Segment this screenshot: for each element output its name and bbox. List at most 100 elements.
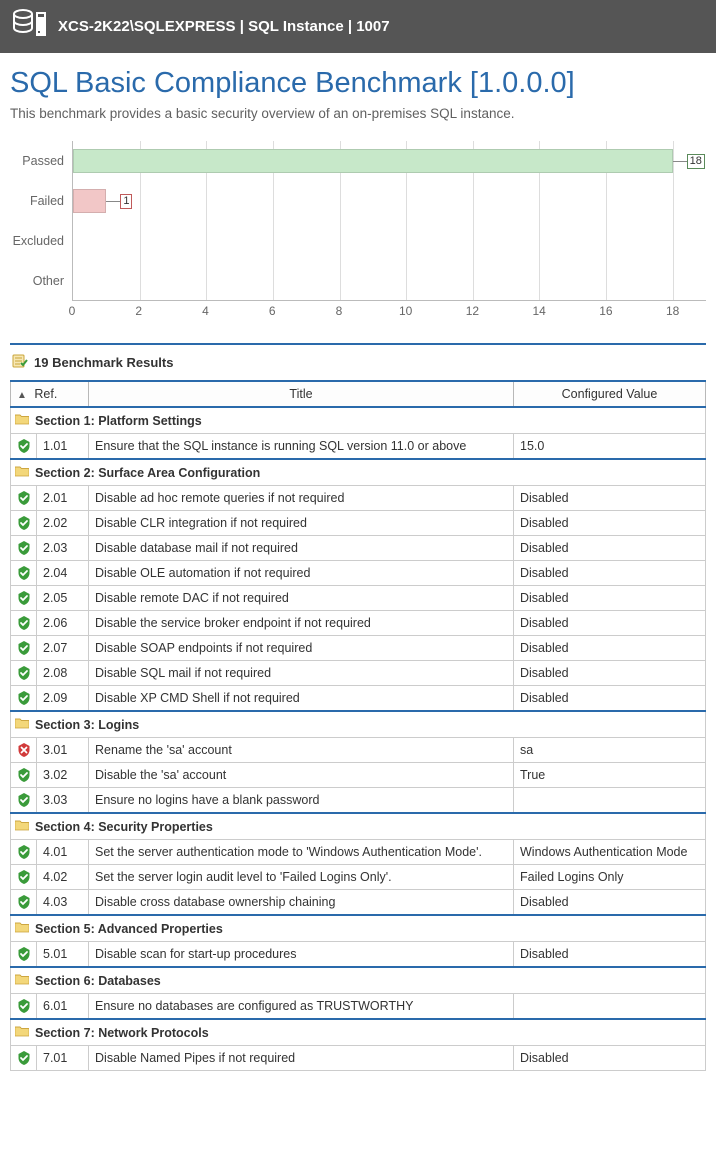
section-header-row[interactable]: Section 2: Surface Area Configuration bbox=[11, 459, 706, 486]
cell-configured-value: Disabled bbox=[514, 942, 706, 968]
column-header-value[interactable]: Configured Value bbox=[514, 381, 706, 407]
section-label: Section 1: Platform Settings bbox=[35, 414, 202, 428]
table-row[interactable]: 4.03Disable cross database ownership cha… bbox=[11, 890, 706, 916]
results-divider bbox=[10, 343, 706, 345]
cell-ref: 2.06 bbox=[37, 611, 89, 636]
section-header-row[interactable]: Section 7: Network Protocols bbox=[11, 1019, 706, 1046]
status-pass-icon bbox=[11, 561, 37, 586]
status-pass-icon bbox=[11, 788, 37, 814]
table-row[interactable]: 4.02Set the server login audit level to … bbox=[11, 865, 706, 890]
cell-title: Rename the 'sa' account bbox=[89, 738, 514, 763]
column-header-ref[interactable]: ▲ Ref. bbox=[11, 381, 89, 407]
cell-ref: 2.03 bbox=[37, 536, 89, 561]
cell-ref: 4.02 bbox=[37, 865, 89, 890]
cell-configured-value: Disabled bbox=[514, 890, 706, 916]
cell-title: Disable database mail if not required bbox=[89, 536, 514, 561]
table-row[interactable]: 2.05Disable remote DAC if not requiredDi… bbox=[11, 586, 706, 611]
section-header-row[interactable]: Section 5: Advanced Properties bbox=[11, 915, 706, 942]
table-row[interactable]: 3.01Rename the 'sa' accountsa bbox=[11, 738, 706, 763]
table-row[interactable]: 2.06Disable the service broker endpoint … bbox=[11, 611, 706, 636]
folder-icon bbox=[15, 413, 29, 428]
table-row[interactable]: 2.03Disable database mail if not require… bbox=[11, 536, 706, 561]
table-row[interactable]: 4.01Set the server authentication mode t… bbox=[11, 840, 706, 865]
cell-title: Disable cross database ownership chainin… bbox=[89, 890, 514, 916]
cell-title: Set the server login audit level to 'Fai… bbox=[89, 865, 514, 890]
sort-ascending-icon: ▲ bbox=[17, 390, 27, 401]
section-header-row[interactable]: Section 3: Logins bbox=[11, 711, 706, 738]
section-label: Section 2: Surface Area Configuration bbox=[35, 466, 260, 480]
cell-ref: 2.07 bbox=[37, 636, 89, 661]
status-pass-icon bbox=[11, 511, 37, 536]
cell-configured-value: Disabled bbox=[514, 536, 706, 561]
cell-title: Disable Named Pipes if not required bbox=[89, 1046, 514, 1071]
table-row[interactable]: 2.08Disable SQL mail if not requiredDisa… bbox=[11, 661, 706, 686]
column-header-title[interactable]: Title bbox=[89, 381, 514, 407]
cell-title: Ensure that the SQL instance is running … bbox=[89, 434, 514, 460]
cell-configured-value: Failed Logins Only bbox=[514, 865, 706, 890]
status-pass-icon bbox=[11, 686, 37, 712]
cell-ref: 1.01 bbox=[37, 434, 89, 460]
status-pass-icon bbox=[11, 890, 37, 916]
section-header-row[interactable]: Section 4: Security Properties bbox=[11, 813, 706, 840]
cell-title: Disable SQL mail if not required bbox=[89, 661, 514, 686]
section-label: Section 3: Logins bbox=[35, 718, 139, 732]
table-row[interactable]: 3.02Disable the 'sa' accountTrue bbox=[11, 763, 706, 788]
cell-ref: 2.05 bbox=[37, 586, 89, 611]
page-title: SQL Basic Compliance Benchmark [1.0.0.0] bbox=[10, 67, 706, 100]
cell-configured-value: Disabled bbox=[514, 486, 706, 511]
chart-category-label: Excluded bbox=[10, 221, 64, 261]
cell-title: Disable OLE automation if not required bbox=[89, 561, 514, 586]
table-row[interactable]: 2.02Disable CLR integration if not requi… bbox=[11, 511, 706, 536]
table-row[interactable]: 2.09Disable XP CMD Shell if not required… bbox=[11, 686, 706, 712]
cell-title: Disable SOAP endpoints if not required bbox=[89, 636, 514, 661]
cell-configured-value: Disabled bbox=[514, 1046, 706, 1071]
section-header-row[interactable]: Section 6: Databases bbox=[11, 967, 706, 994]
cell-title: Ensure no databases are configured as TR… bbox=[89, 994, 514, 1020]
folder-icon bbox=[15, 1025, 29, 1040]
cell-ref: 2.01 bbox=[37, 486, 89, 511]
status-pass-icon bbox=[11, 865, 37, 890]
table-row[interactable]: 2.01Disable ad hoc remote queries if not… bbox=[11, 486, 706, 511]
cell-configured-value bbox=[514, 788, 706, 814]
cell-configured-value: Disabled bbox=[514, 511, 706, 536]
chart-x-tick: 18 bbox=[666, 304, 679, 318]
table-row[interactable]: 2.04Disable OLE automation if not requir… bbox=[11, 561, 706, 586]
cell-configured-value: True bbox=[514, 763, 706, 788]
table-row[interactable]: 5.01Disable scan for start-up procedures… bbox=[11, 942, 706, 968]
chart-value-label: 1 bbox=[120, 194, 132, 209]
table-row[interactable]: 1.01Ensure that the SQL instance is runn… bbox=[11, 434, 706, 460]
cell-title: Disable scan for start-up procedures bbox=[89, 942, 514, 968]
cell-configured-value: Disabled bbox=[514, 586, 706, 611]
results-header: 19 Benchmark Results bbox=[10, 349, 706, 380]
section-label: Section 7: Network Protocols bbox=[35, 1026, 209, 1040]
status-pass-icon bbox=[11, 636, 37, 661]
cell-ref: 3.03 bbox=[37, 788, 89, 814]
page-header: XCS-2K22\SQLEXPRESS | SQL Instance | 100… bbox=[0, 0, 716, 53]
cell-configured-value: Disabled bbox=[514, 636, 706, 661]
table-row[interactable]: 7.01Disable Named Pipes if not requiredD… bbox=[11, 1046, 706, 1071]
table-header-row: ▲ Ref. Title Configured Value bbox=[11, 381, 706, 407]
cell-ref: 3.01 bbox=[37, 738, 89, 763]
table-row[interactable]: 3.03Ensure no logins have a blank passwo… bbox=[11, 788, 706, 814]
cell-ref: 3.02 bbox=[37, 763, 89, 788]
status-pass-icon bbox=[11, 942, 37, 968]
summary-chart: PassedFailedExcludedOther 181 0246810121… bbox=[10, 141, 706, 321]
status-pass-icon bbox=[11, 586, 37, 611]
chart-x-tick: 8 bbox=[336, 304, 343, 318]
table-row[interactable]: 6.01Ensure no databases are configured a… bbox=[11, 994, 706, 1020]
cell-title: Disable remote DAC if not required bbox=[89, 586, 514, 611]
status-pass-icon bbox=[11, 486, 37, 511]
section-header-row[interactable]: Section 1: Platform Settings bbox=[11, 407, 706, 434]
chart-x-tick: 14 bbox=[532, 304, 545, 318]
status-pass-icon bbox=[11, 1046, 37, 1071]
cell-title: Ensure no logins have a blank password bbox=[89, 788, 514, 814]
chart-x-tick: 2 bbox=[135, 304, 142, 318]
chart-x-axis: 024681012141618 bbox=[72, 301, 706, 321]
chart-x-tick: 16 bbox=[599, 304, 612, 318]
folder-icon bbox=[15, 465, 29, 480]
chart-bar bbox=[73, 229, 706, 253]
table-row[interactable]: 2.07Disable SOAP endpoints if not requir… bbox=[11, 636, 706, 661]
chart-plot: 181 bbox=[72, 141, 706, 301]
page-subtitle: This benchmark provides a basic security… bbox=[10, 106, 706, 121]
chart-bar: 1 bbox=[73, 189, 706, 213]
